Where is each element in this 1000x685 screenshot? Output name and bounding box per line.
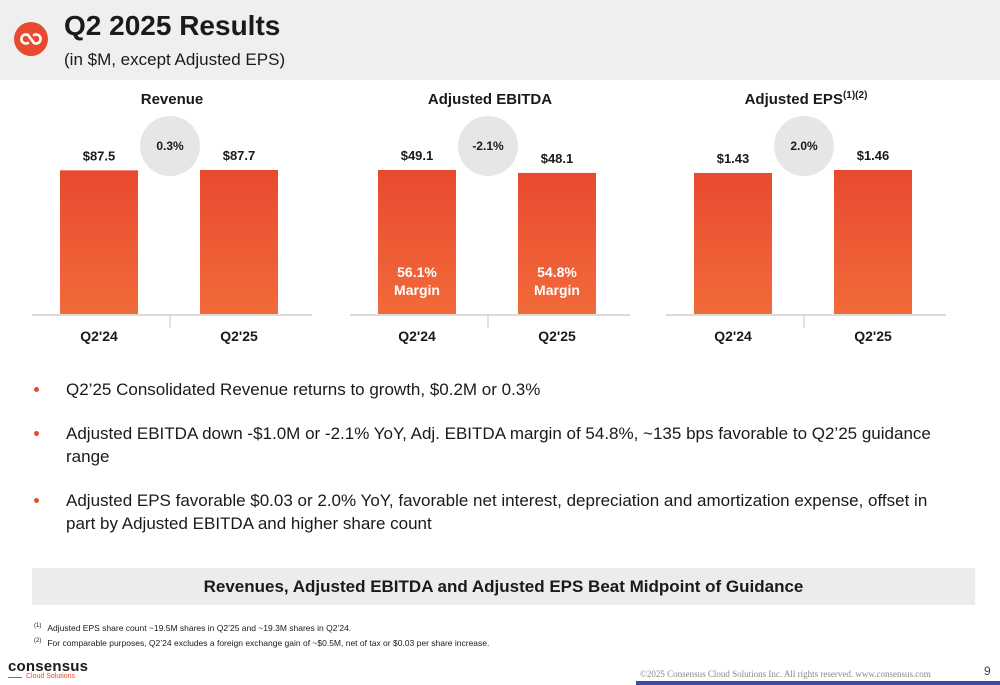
data-label: $87.7 [223, 148, 256, 163]
summary-banner: Revenues, Adjusted EBITDA and Adjusted E… [32, 568, 975, 605]
bar-Q2'25 [200, 170, 278, 314]
bullet-text: Adjusted EBITDA down -$1.0M or -2.1% YoY… [66, 424, 931, 466]
chart-title: Revenue [140, 91, 204, 108]
bullet-item: Adjusted EPS favorable $0.03 or 2.0% YoY… [34, 489, 954, 535]
bar-Q2'24 [378, 170, 456, 314]
data-label: $49.1 [401, 148, 434, 163]
copyright-text: ©2025 Consensus Cloud Solutions Inc. All… [640, 669, 931, 679]
category-label: Q2'25 [538, 328, 576, 344]
bullet-list: Q2’25 Consolidated Revenue returns to gr… [34, 378, 954, 556]
adjusted-eps-chart: $1.43 Q2'24 $1.46 Q2'25 2.0% Adjusted EPS(1)… [656, 82, 956, 352]
bullet-text: Q2’25 Consolidated Revenue returns to gr… [66, 380, 541, 399]
data-label: $1.43 [717, 151, 750, 166]
bullet-dot-icon [34, 498, 39, 503]
header-band: Q2 2025 Results (in $M, except Adjusted … [0, 0, 1000, 80]
chart-title: Adjusted EPS(1)(2) [744, 90, 868, 108]
revenue-chart: $87.5 Q2'24 $87.7 Q2'25 0.3% Revenue [22, 82, 322, 352]
change-label: -2.1% [472, 139, 504, 153]
bar-Q2'24 [694, 172, 772, 314]
category-label: Q2'24 [714, 328, 752, 344]
change-bubble [140, 116, 200, 176]
adjusted-ebitda-chart: $49.1 Q2'24 56.1% Margin $48.1 Q2'25 54.8% Marg… [340, 82, 640, 352]
consensus-logo-icon [14, 22, 48, 56]
bullet-text: Adjusted EPS favorable $0.03 or 2.0% YoY… [66, 491, 928, 533]
chart-svg: $1.43 Q2'24 $1.46 Q2'25 2.0% [666, 116, 946, 344]
footnote: (1) Adjusted EPS share count ~19.5M share… [34, 622, 352, 633]
brand-name: consensus [8, 658, 89, 675]
bullet-item: Adjusted EBITDA down -$1.0M or -2.1% YoY… [34, 422, 954, 468]
change-bubble [774, 116, 834, 176]
page-title: Q2 2025 Results [64, 10, 281, 41]
bullet-item: Q2’25 Consolidated Revenue returns to gr… [34, 378, 954, 401]
chart-title: Adjusted EBITDA [427, 91, 553, 108]
bullet-dot-icon [34, 431, 39, 436]
category-label: Q2'24 [80, 328, 118, 344]
footnotes: (1) Adjusted EPS share count ~19.5M share… [34, 620, 489, 650]
bar-Q2'25 [518, 172, 596, 314]
margin-label: 56.1% [397, 264, 437, 280]
bar-Q2'24 [60, 170, 138, 314]
brand-tagline: Cloud Solutions [8, 673, 88, 680]
page-number: 9 [984, 664, 991, 678]
page-subtitle: (in $M, except Adjusted EPS) [64, 50, 286, 69]
bar-Q2'25 [834, 170, 912, 314]
brand-logo: consensus Cloud Solutions [8, 658, 88, 680]
data-label: $1.46 [857, 148, 890, 163]
data-label: $48.1 [541, 151, 574, 166]
bullet-dot-icon [34, 387, 39, 392]
category-label: Q2'25 [220, 328, 258, 344]
footnote: (2) For comparable purposes, Q2’24 exclud… [34, 637, 490, 648]
change-bubble [458, 116, 518, 176]
data-label: $87.5 [83, 148, 116, 163]
change-label: 0.3% [156, 139, 184, 153]
footer-accent-bar [636, 681, 1000, 685]
chart-svg: $49.1 Q2'24 56.1% Margin $48.1 Q2'25 54.8% Marg… [350, 116, 630, 344]
margin-label: 54.8% [537, 264, 577, 280]
margin-label: Margin [394, 282, 440, 298]
chart-svg: $87.5 Q2'24 $87.7 Q2'25 0.3% [32, 116, 312, 344]
margin-label: Margin [534, 282, 580, 298]
category-label: Q2'24 [398, 328, 436, 344]
change-label: 2.0% [790, 139, 818, 153]
category-label: Q2'25 [854, 328, 892, 344]
